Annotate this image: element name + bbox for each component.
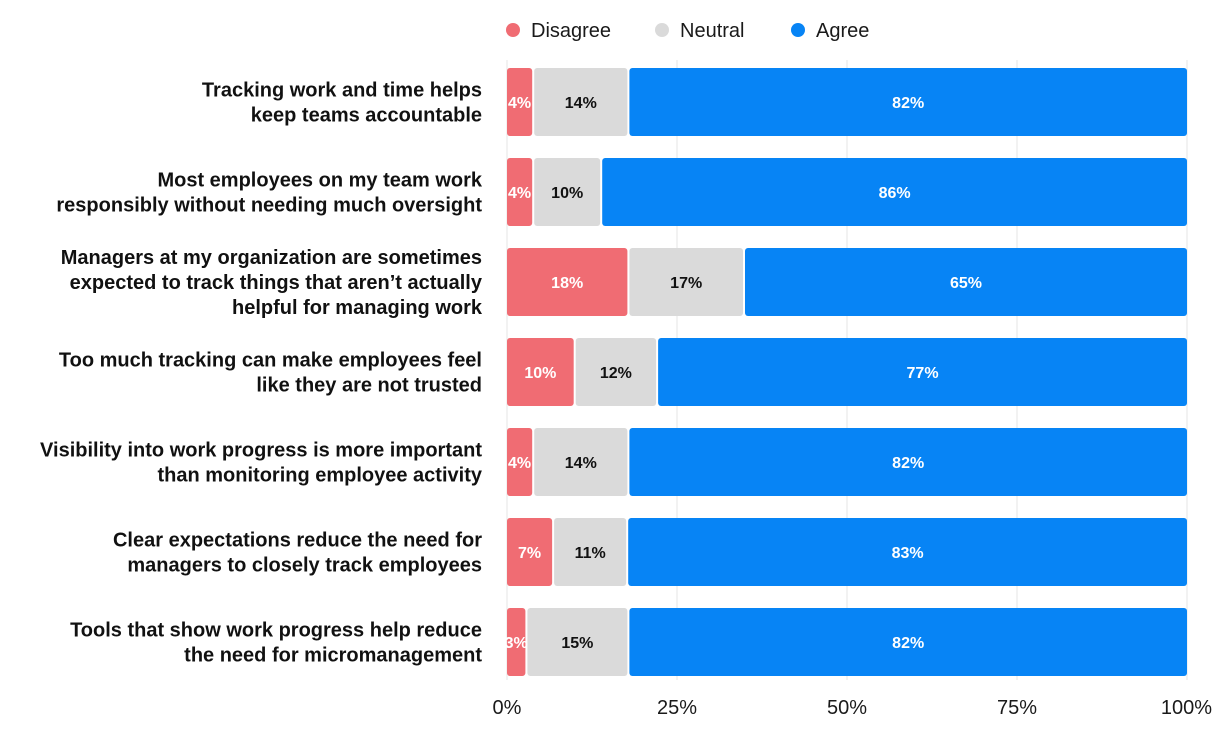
category-label-line: Managers at my organization are sometime…: [61, 247, 482, 269]
bar-disagree: [507, 518, 553, 586]
category-label: Visibility into work progress is more im…: [40, 440, 483, 487]
legend-item: Agree: [791, 20, 869, 42]
category-label-line: Tools that show work progress help reduc…: [70, 620, 482, 642]
bar-agree: [629, 428, 1187, 496]
value-label-disagree: 10%: [524, 365, 556, 382]
category-label: Tracking work and time helps keep teams a…: [202, 80, 482, 127]
bar-disagree: [507, 608, 526, 676]
value-label-neutral: 17%: [670, 275, 702, 292]
category-label-line: keep teams accountable: [251, 105, 482, 127]
bar-neutral: [534, 158, 601, 226]
legend-swatch: [506, 23, 520, 37]
bar-neutral: [534, 428, 628, 496]
value-label-neutral: 15%: [561, 635, 593, 652]
x-tick-label: 25%: [657, 697, 697, 719]
bar-neutral: [554, 518, 627, 586]
category-label: Clear expectations reduce the need for ma…: [113, 530, 482, 577]
value-label-disagree: 18%: [551, 275, 583, 292]
bar-agree: [602, 158, 1187, 226]
bar-neutral: [575, 338, 657, 406]
value-label-disagree: 4%: [508, 95, 531, 112]
category-label: Too much tracking can make employees fee…: [59, 350, 482, 397]
category-label-line: Tracking work and time helps: [202, 80, 482, 102]
category-label: Tools that show work progress help reduc…: [70, 620, 482, 667]
category-label-line: expected to track things that aren’t act…: [70, 272, 483, 294]
value-label-neutral: 14%: [565, 455, 597, 472]
value-label-agree: 82%: [892, 635, 924, 652]
bar-neutral: [527, 608, 628, 676]
value-label-neutral: 11%: [575, 545, 606, 562]
value-label-agree: 82%: [892, 455, 924, 472]
bar-neutral: [629, 248, 743, 316]
value-label-neutral: 14%: [565, 95, 597, 112]
bar-disagree: [507, 248, 628, 316]
bar-agree: [628, 518, 1187, 586]
category-label-line: Clear expectations reduce the need for: [113, 530, 482, 552]
value-label-agree: 83%: [892, 545, 924, 562]
value-labels: 4% 14% 82% 4% 10% 86% 18% 17% 65% 10% 12% 77% 4% 14% 8…: [505, 95, 982, 652]
legend-label: Disagree: [531, 20, 611, 42]
value-label-disagree: 4%: [508, 455, 531, 472]
category-label-line: like they are not trusted: [256, 375, 482, 397]
bar-agree: [629, 608, 1187, 676]
category-label-line: than monitoring employee activity: [157, 465, 482, 487]
category-label: Most employees on my team work responsibl…: [56, 170, 482, 217]
value-label-agree: 82%: [892, 95, 924, 112]
legend-swatch: [791, 23, 805, 37]
category-label-line: Most employees on my team work: [157, 170, 482, 192]
bars: [507, 68, 1187, 676]
value-label-disagree: 7%: [518, 545, 541, 562]
category-label-line: managers to closely track employees: [127, 555, 482, 577]
bar-agree: [658, 338, 1187, 406]
category-label: Managers at my organization are sometime…: [61, 247, 483, 319]
value-label-disagree: 3%: [505, 635, 528, 652]
legend-label: Agree: [816, 20, 869, 42]
bar-disagree: [507, 338, 574, 406]
category-label-line: Visibility into work progress is more im…: [40, 440, 482, 462]
x-tick-label: 75%: [997, 697, 1037, 719]
value-label-neutral: 12%: [600, 365, 632, 382]
category-label-line: helpful for managing work: [232, 297, 483, 319]
value-label-agree: 77%: [907, 365, 939, 382]
category-label-line: responsibly without needing much oversig…: [56, 195, 482, 217]
category-labels: Tracking work and time helps keep teams a…: [40, 80, 483, 667]
legend-item: Disagree: [506, 20, 611, 42]
category-label-line: the need for micromanagement: [184, 645, 482, 667]
bar-neutral: [534, 68, 628, 136]
category-label-line: Too much tracking can make employees fee…: [59, 350, 482, 372]
x-tick-label: 100%: [1161, 697, 1212, 719]
x-tick-label: 50%: [827, 697, 867, 719]
legend: Disagree Neutral Agree: [506, 20, 869, 42]
bar-disagree: [507, 428, 533, 496]
x-tick-label: 0%: [493, 697, 522, 719]
x-axis: 0% 25% 50% 75% 100%: [493, 697, 1213, 719]
bar-agree: [629, 68, 1187, 136]
legend-label: Neutral: [680, 20, 744, 42]
bar-disagree: [507, 68, 533, 136]
bar-disagree: [507, 158, 533, 226]
legend-swatch: [655, 23, 669, 37]
value-label-agree: 65%: [950, 275, 982, 292]
value-label-disagree: 4%: [508, 185, 531, 202]
value-label-agree: 86%: [879, 185, 911, 202]
value-label-neutral: 10%: [551, 185, 583, 202]
bar-agree: [745, 248, 1187, 316]
legend-item: Neutral: [655, 20, 744, 42]
